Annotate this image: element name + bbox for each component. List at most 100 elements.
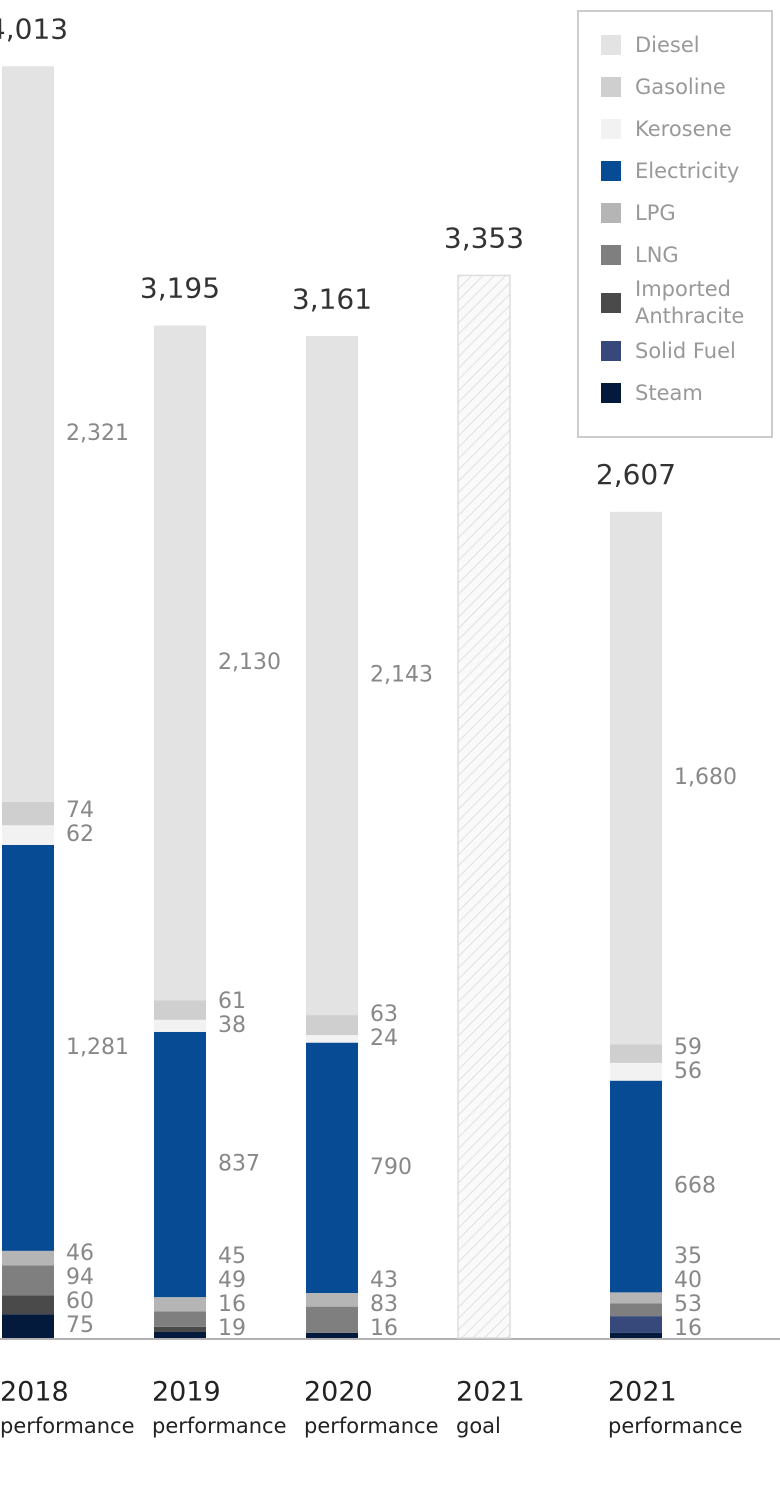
bar-segment <box>610 511 662 1045</box>
bar-segment <box>306 1015 358 1036</box>
data-label: 75 <box>66 1313 94 1338</box>
bar-segment <box>2 1250 54 1266</box>
legend-item: LPG <box>601 192 771 234</box>
data-label: 83 <box>370 1292 398 1317</box>
data-label: 45 <box>218 1244 246 1269</box>
data-label: 61 <box>218 989 246 1014</box>
data-label: 74 <box>66 798 94 823</box>
legend-label: Gasoline <box>635 74 726 99</box>
legend-swatch <box>601 383 621 403</box>
bar-segment <box>306 335 358 1016</box>
legend: Diesel Gasoline Kerosene Electricity LPG LNG I… <box>577 10 773 438</box>
bar-segment <box>154 1331 206 1338</box>
legend-label: LPG <box>635 200 676 225</box>
legend-swatch <box>601 35 621 55</box>
legend-swatch <box>601 203 621 223</box>
bar-segment <box>2 844 54 1251</box>
x-tick-label: 2018 <box>0 1377 69 1408</box>
legend-item: Steam <box>601 372 771 414</box>
data-label: 62 <box>66 822 94 847</box>
data-label: 49 <box>218 1268 246 1293</box>
bar-segment <box>154 1297 206 1312</box>
bar-segment <box>306 1292 358 1307</box>
legend-item: LNG <box>601 234 771 276</box>
legend-item: Imported Anthracite <box>601 276 771 330</box>
bar-segment <box>306 1042 358 1293</box>
bar-segment <box>154 1326 206 1332</box>
bar-segment <box>610 1316 662 1333</box>
total-label: 3,353 <box>444 221 524 254</box>
bar-segment <box>610 1062 662 1081</box>
data-label: 19 <box>218 1316 246 1341</box>
data-label: 38 <box>218 1013 246 1038</box>
legend-swatch <box>601 161 621 181</box>
data-label: 1,680 <box>674 765 737 790</box>
bar-segment <box>154 1019 206 1032</box>
legend-label: Imported Anthracite <box>635 277 745 328</box>
data-label: 53 <box>674 1292 702 1317</box>
data-label: 16 <box>370 1316 398 1341</box>
bar-segment <box>154 1031 206 1298</box>
data-label: 1,281 <box>66 1035 129 1060</box>
legend-label: Diesel <box>635 32 700 57</box>
x-tick-label: 2021 <box>608 1377 677 1408</box>
data-label: 46 <box>66 1241 94 1266</box>
data-label: 94 <box>66 1265 94 1290</box>
bar-segment <box>610 1044 662 1063</box>
data-label: 16 <box>218 1292 246 1317</box>
bar-segment <box>2 1314 54 1338</box>
data-label: 837 <box>218 1151 260 1176</box>
bar-segment <box>2 1265 54 1296</box>
bar-segment <box>2 66 54 802</box>
legend-item: Gasoline <box>601 66 771 108</box>
legend-label: Steam <box>635 380 703 405</box>
data-label: 43 <box>370 1268 398 1293</box>
data-label: 24 <box>370 1026 398 1051</box>
legend-label: LNG <box>635 242 679 267</box>
legend-swatch <box>601 293 621 313</box>
bar-segment <box>306 1306 358 1333</box>
total-label: 4,013 <box>0 12 68 45</box>
bar-segment <box>306 1035 358 1043</box>
data-label: 56 <box>674 1059 702 1084</box>
data-label: 790 <box>370 1155 412 1180</box>
total-label: 3,161 <box>292 282 372 315</box>
x-tick-label: performance <box>608 1414 743 1438</box>
data-label: 59 <box>674 1035 702 1060</box>
bar-segment <box>610 1332 662 1338</box>
data-label: 2,321 <box>66 421 129 446</box>
data-label: 40 <box>674 1268 702 1293</box>
data-label: 60 <box>66 1289 94 1314</box>
bar-segment <box>2 801 54 826</box>
x-tick-label: performance <box>152 1414 287 1438</box>
bar-segment <box>154 1000 206 1020</box>
bar-segment <box>154 325 206 1001</box>
legend-item: Electricity <box>601 150 771 192</box>
total-label: 3,195 <box>140 271 220 304</box>
legend-item: Diesel <box>601 24 771 66</box>
legend-swatch <box>601 119 621 139</box>
legend-label: Solid Fuel <box>635 338 736 363</box>
legend-item: Kerosene <box>601 108 771 150</box>
data-label: 2,130 <box>218 650 281 675</box>
x-tick-label: 2020 <box>304 1377 373 1408</box>
x-tick-label: 2021 <box>456 1377 525 1408</box>
data-label: 35 <box>674 1244 702 1269</box>
x-tick-label: goal <box>456 1414 501 1438</box>
bar-segment <box>610 1303 662 1317</box>
bar-segment <box>306 1332 358 1338</box>
x-tick-label: 2019 <box>152 1377 221 1408</box>
bar-segment <box>2 825 54 845</box>
data-label: 16 <box>674 1316 702 1341</box>
legend-label: Electricity <box>635 158 740 183</box>
total-label: 2,607 <box>596 458 676 491</box>
legend-swatch <box>601 341 621 361</box>
x-tick-label: performance <box>0 1414 135 1438</box>
bar-segment <box>154 1311 206 1327</box>
legend-label: Kerosene <box>635 116 732 141</box>
x-tick-label: performance <box>304 1414 439 1438</box>
bar-segment <box>2 1295 54 1315</box>
legend-swatch <box>601 77 621 97</box>
goal-bar <box>457 274 511 1339</box>
